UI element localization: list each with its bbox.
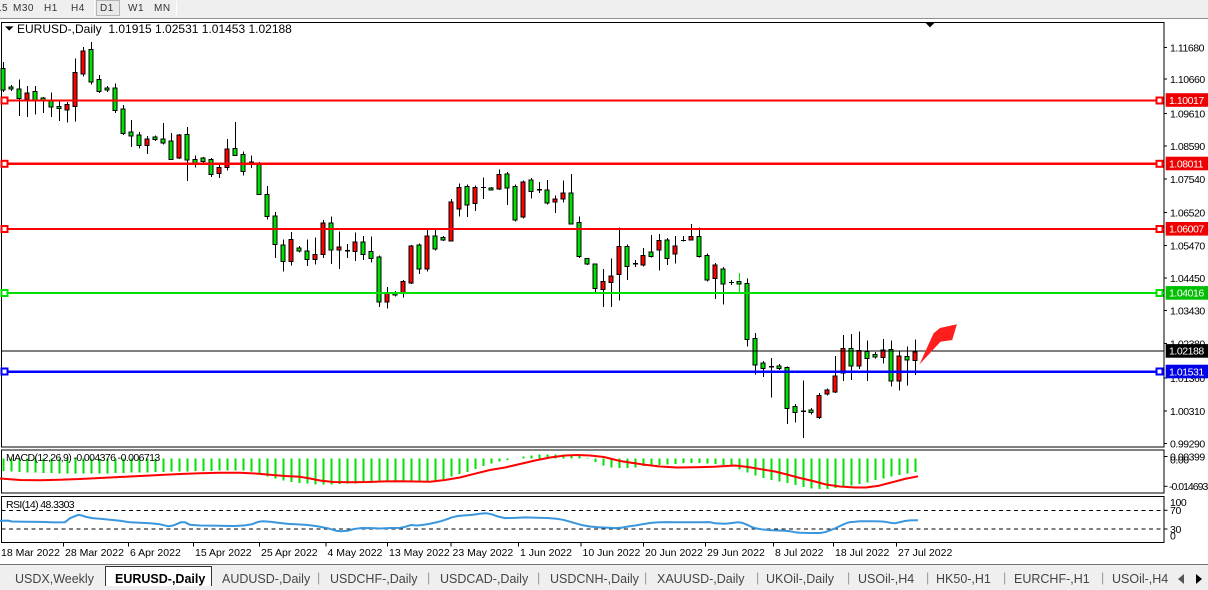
svg-text:0.00: 0.00 [1170,454,1189,466]
svg-text:18 Jul 2022: 18 Jul 2022 [835,547,889,559]
svg-text:0: 0 [1170,530,1176,542]
svg-text:1.04016: 1.04016 [1169,288,1204,300]
svg-text:1.08590: 1.08590 [1170,141,1205,153]
svg-text:13 May 2022: 13 May 2022 [389,547,450,559]
svg-text:MACD(12,26,9) -0.004376 -0.006: MACD(12,26,9) -0.004376 -0.006713 [6,452,160,464]
svg-text:29 Jun 2022: 29 Jun 2022 [707,547,765,559]
svg-text:30: 30 [1170,524,1181,536]
svg-text:1.02188: 1.02188 [1169,346,1204,358]
svg-text:1.05470: 1.05470 [1170,240,1205,252]
svg-text:1.10017: 1.10017 [1169,95,1204,107]
svg-text:RSI(14) 48.3303: RSI(14) 48.3303 [6,499,75,511]
svg-text:25 Apr 2022: 25 Apr 2022 [261,547,318,559]
svg-text:27 Jul 2022: 27 Jul 2022 [898,547,952,559]
svg-text:1.06007: 1.06007 [1169,224,1204,236]
svg-text:28 Mar 2022: 28 Mar 2022 [65,547,124,559]
svg-text:10 Jun 2022: 10 Jun 2022 [583,547,641,559]
svg-text:1 Jun 2022: 1 Jun 2022 [520,547,572,559]
svg-text:18 Mar 2022: 18 Mar 2022 [1,547,60,559]
svg-text:EURUSD-,Daily 1.01915 1.02531: EURUSD-,Daily 1.01915 1.02531 1.01453 1.… [17,22,292,36]
svg-text:70: 70 [1170,505,1181,517]
svg-text:8 Jul 2022: 8 Jul 2022 [775,547,824,559]
svg-text:1.04450: 1.04450 [1170,273,1205,285]
svg-text:-0.014693: -0.014693 [1169,481,1208,493]
svg-text:20 Jun 2022: 20 Jun 2022 [645,547,703,559]
svg-text:1.06520: 1.06520 [1170,207,1205,219]
svg-text:1.08011: 1.08011 [1169,158,1204,170]
svg-text:1.00310: 1.00310 [1170,406,1205,418]
svg-text:1.01531: 1.01531 [1169,366,1204,378]
svg-text:0.99290: 0.99290 [1170,438,1205,450]
svg-text:0.00399: 0.00399 [1170,451,1205,463]
svg-text:23 May 2022: 23 May 2022 [453,547,514,559]
svg-text:1.11680: 1.11680 [1170,42,1205,54]
svg-text:15 Apr 2022: 15 Apr 2022 [195,547,252,559]
svg-text:100: 100 [1170,497,1187,509]
svg-text:4 May 2022: 4 May 2022 [328,547,383,559]
svg-text:1.09610: 1.09610 [1170,108,1205,120]
svg-text:1.03430: 1.03430 [1170,305,1205,317]
svg-text:6 Apr 2022: 6 Apr 2022 [130,547,181,559]
svg-text:1.07540: 1.07540 [1170,174,1205,186]
svg-text:1.10660: 1.10660 [1170,74,1205,86]
